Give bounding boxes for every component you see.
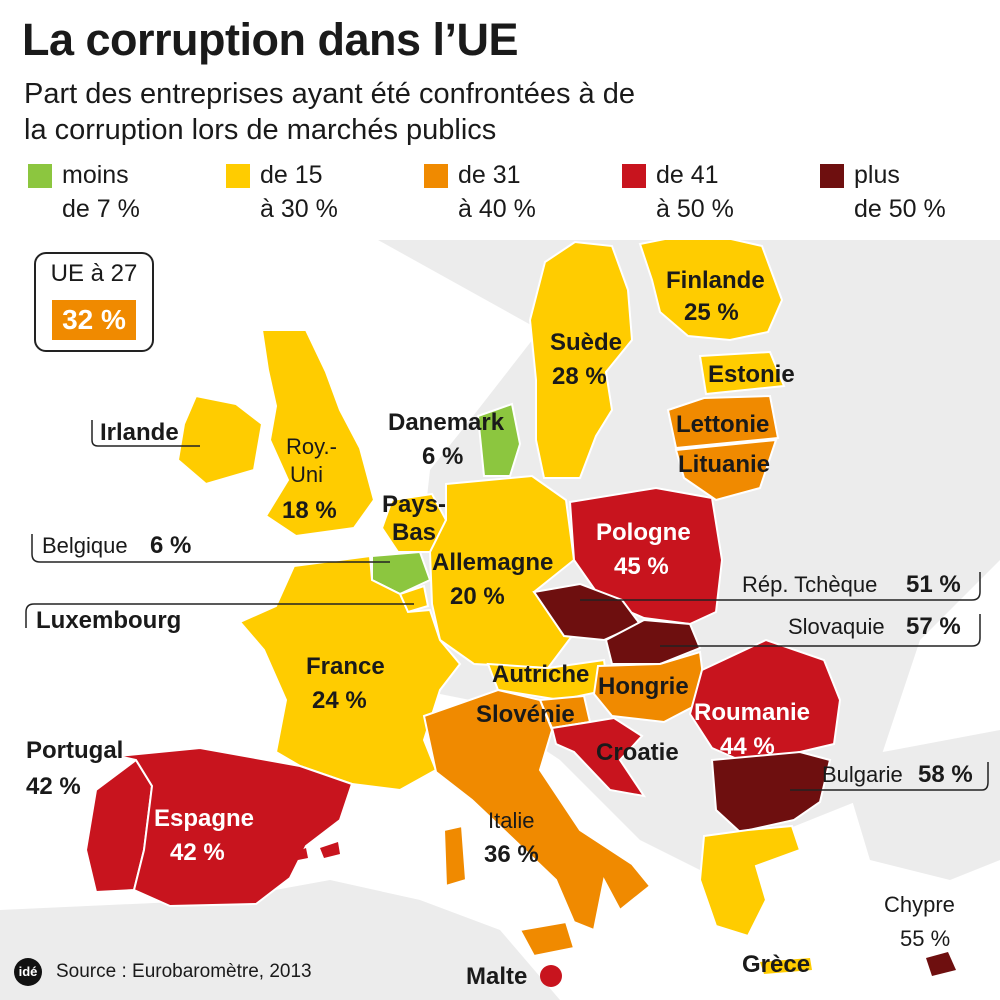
value-belgique: 6 % [150,532,191,559]
label-rep-tcheque: Rép. Tchèque [742,572,877,597]
non-eu-land [0,880,560,1000]
label-croatie: Croatie [596,739,679,766]
legend-swatch [226,164,250,188]
value-italie: 36 % [484,841,539,868]
label-hongrie: Hongrie [598,673,689,700]
label-pays-bas-2: Bas [392,519,436,546]
baleares [296,842,340,860]
non-eu-land [840,730,1000,880]
label-roumanie: Roumanie [694,699,810,726]
value-pologne: 45 % [614,553,669,580]
country-bulgarie [710,750,832,834]
legend-swatch [28,164,52,188]
country-chypre [926,952,956,976]
label-pologne: Pologne [596,519,691,546]
label-autriche: Autriche [492,661,589,688]
country-slovaquie [604,618,702,665]
country-italie-sardaigne [442,824,468,888]
country-italie [422,688,652,932]
label-allemagne: Allemagne [432,549,553,576]
publisher-logo-icon: idé [14,958,42,986]
country-finlande [638,240,784,342]
leader-line-luxembourg [25,603,414,628]
label-slovaquie: Slovaquie [788,614,885,639]
value-danemark: 6 % [422,443,463,470]
label-france: France [306,653,385,680]
country-suede [528,240,634,479]
country-lituanie [674,438,778,502]
map-subtitle: Part des entreprises ayant été confronté… [24,78,635,146]
country-grece-crete [760,958,812,974]
value-roumanie: 44 % [720,733,775,760]
value-allemagne: 20 % [450,583,505,610]
country-france [238,554,462,792]
legend-swatch [424,164,448,188]
label-belgique: Belgique [42,533,128,558]
leader-line-belgique [31,534,390,563]
value-slovaquie: 57 % [906,613,961,640]
label-estonie: Estonie [708,361,795,388]
label-portugal: Portugal [26,737,123,764]
label-malte: Malte [466,963,527,990]
value-rep-tcheque: 51 % [906,571,961,598]
label-italie: Italie [488,808,534,833]
legend-swatch [820,164,844,188]
label-lituanie: Lituanie [678,451,770,478]
label-irlande: Irlande [100,419,179,446]
country-grece [698,824,802,938]
footer: idé Source : Eurobaromètre, 2013 [14,958,312,986]
label-espagne: Espagne [154,805,254,832]
eu-average-box: UE à 27 32 % [34,252,154,352]
country-hongrie [592,650,708,724]
leader-line-slovaquie [660,614,981,647]
label-slovenie: Slovénie [476,701,575,728]
value-portugal: 42 % [26,773,81,800]
label-royaume-uni-1: Roy.- [286,434,337,459]
country-italie-sicile [518,920,576,958]
label-chypre: Chypre [884,892,955,917]
country-pologne [568,486,724,626]
country-roumanie [688,638,842,764]
value-royaume-uni: 18 % [282,497,337,524]
value-finlande: 25 % [684,299,739,326]
label-bulgarie: Bulgarie [822,762,903,787]
label-royaume-uni-2: Uni [290,462,323,487]
value-suede: 28 % [552,363,607,390]
value-espagne: 42 % [170,839,225,866]
country-danemark [476,402,522,477]
label-luxembourg: Luxembourg [36,607,181,634]
source-text: Source : Eurobaromètre, 2013 [56,961,312,983]
country-irlande [176,394,264,486]
value-bulgarie: 58 % [918,761,973,788]
country-lettonie [666,394,780,450]
leader-line-bulgarie [790,762,989,791]
country-espagne [117,746,354,908]
country-royaume-uni [260,329,376,538]
label-pays-bas-1: Pays- [382,491,446,518]
leader-line-rep-tcheque [580,572,981,601]
eu-average-label: UE à 27 [50,260,138,287]
legend-swatch [622,164,646,188]
label-grece: Grèce [742,951,810,978]
label-suede: Suède [550,329,622,356]
label-lettonie: Lettonie [676,411,769,438]
country-malte [540,965,562,987]
eu-average-value: 32 % [52,300,136,340]
value-chypre: 55 % [900,926,950,951]
label-danemark: Danemark [388,409,505,436]
leader-line-irlande [91,420,200,447]
country-estonie [698,350,786,396]
map-title: La corruption dans l’UE [22,14,519,65]
value-france: 24 % [312,687,367,714]
label-finlande: Finlande [666,267,765,294]
country-croatie [550,716,647,798]
europe-map: Finlande 25 % Suède 28 % Estonie Lettoni… [0,240,1000,1000]
